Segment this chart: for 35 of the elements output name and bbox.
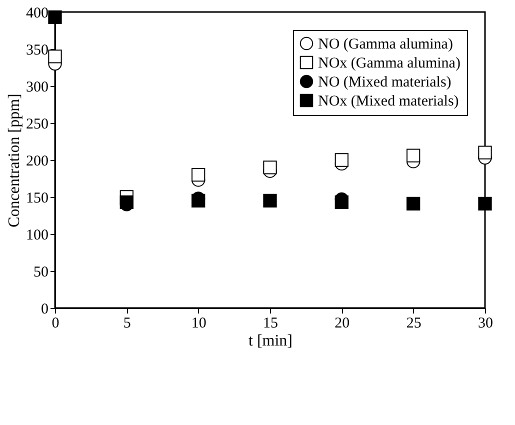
y-tick-label: 100	[26, 228, 48, 244]
point	[48, 50, 62, 64]
point	[334, 153, 348, 167]
point	[334, 195, 348, 210]
x-tick-label: 20	[334, 316, 350, 332]
x-axis-title: t [min]	[248, 332, 292, 350]
x-tick-label: 30	[478, 316, 493, 332]
y-tick-label: 300	[26, 80, 48, 96]
x-tick-label: 10	[191, 316, 206, 332]
x-tick-label: 0	[52, 316, 60, 332]
point	[48, 10, 62, 24]
point	[406, 196, 420, 210]
y-tick-label: 50	[34, 264, 48, 280]
legend-label: NO (Mixed materials)	[318, 74, 452, 90]
y-tick-label: 200	[26, 154, 48, 170]
point	[192, 194, 206, 208]
y-tick-label: 0	[41, 302, 48, 318]
y-axis-title: Concentration [ppm]	[6, 94, 23, 228]
x-tick-label: 25	[406, 316, 422, 332]
x-tick-label: 15	[263, 316, 278, 332]
point	[478, 196, 492, 210]
y-tick-label: 350	[26, 42, 48, 58]
y-tick-label: 150	[26, 190, 48, 206]
y-tick-label: 250	[26, 116, 48, 132]
point	[263, 160, 277, 174]
point	[478, 146, 492, 160]
legend-label: NOx (Gamma alumina)	[318, 56, 460, 72]
legend-label: NOx (Mixed materials)	[318, 94, 459, 110]
point	[120, 195, 134, 210]
legend-label: NO (Gamma alumina)	[318, 36, 453, 52]
point	[263, 194, 277, 208]
x-tick-label: 5	[123, 316, 131, 332]
y-tick-label: 400	[26, 6, 48, 22]
point	[406, 148, 420, 162]
point	[192, 168, 206, 182]
